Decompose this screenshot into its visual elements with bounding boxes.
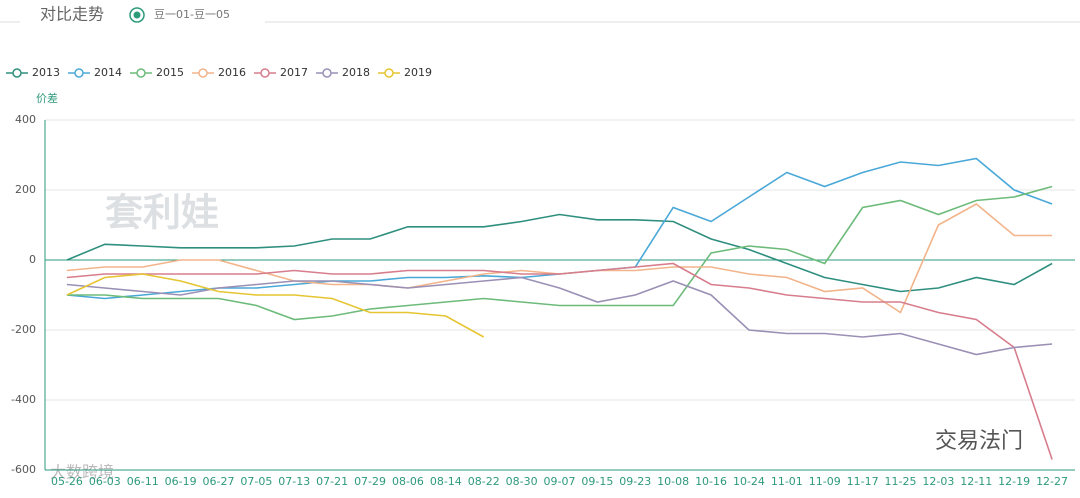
legend-icon [384, 68, 394, 78]
x-tick-label: 11-17 [847, 475, 879, 488]
legend-icon [12, 68, 22, 78]
y-tick-label: 0 [29, 253, 36, 266]
x-tick-label: 11-09 [809, 475, 841, 488]
x-tick-label: 10-24 [733, 475, 765, 488]
x-tick-label: 07-21 [316, 475, 348, 488]
x-tick-label: 08-14 [430, 475, 462, 488]
series-line [66, 185, 1053, 321]
x-tick-label: 08-22 [468, 475, 500, 488]
legend-label[interactable]: 2018 [342, 66, 370, 79]
legend-label[interactable]: 2013 [32, 66, 60, 79]
x-tick-label: 09-07 [544, 475, 576, 488]
series-line [66, 213, 1053, 293]
series-line [66, 273, 485, 338]
watermark: 大数跨境 [50, 463, 114, 482]
y-tick-label: -400 [11, 393, 36, 406]
legend-icon [260, 68, 270, 78]
x-tick-label: 06-11 [127, 475, 159, 488]
y-tick-label: -200 [11, 323, 36, 336]
x-tick-label: 06-03 [89, 475, 121, 488]
x-tick-label: 08-06 [392, 475, 424, 488]
y-tick-label: -600 [11, 463, 36, 476]
watermark: 套利娃 [105, 191, 219, 235]
x-tick-label: 06-19 [165, 475, 197, 488]
y-tick-label: 400 [15, 113, 36, 126]
series-line [66, 262, 1053, 460]
legend-icon [136, 68, 146, 78]
x-tick-label: 11-01 [771, 475, 803, 488]
radio-label[interactable]: 豆一01-豆一05 [154, 8, 230, 21]
legend-icon [74, 68, 84, 78]
x-tick-label: 12-27 [1036, 475, 1068, 488]
x-tick-label: 05-26 [51, 475, 83, 488]
x-tick-label: 07-29 [354, 475, 386, 488]
legend-label[interactable]: 2016 [218, 66, 246, 79]
legend-label[interactable]: 2017 [280, 66, 308, 79]
legend-icon [198, 68, 208, 78]
x-tick-label: 09-15 [581, 475, 613, 488]
series-line [66, 276, 1053, 356]
radio-dot [133, 11, 141, 19]
watermark: 交易法门 [935, 429, 1023, 454]
legend-label[interactable]: 2015 [156, 66, 184, 79]
legend-label[interactable]: 2019 [404, 66, 432, 79]
x-tick-label: 12-03 [922, 475, 954, 488]
y-tick-label: 200 [15, 183, 36, 196]
x-tick-label: 12-11 [960, 475, 992, 488]
y-axis-label: 价差 [36, 91, 58, 105]
legend-icon [322, 68, 332, 78]
legend-label[interactable]: 2014 [94, 66, 122, 79]
x-tick-label: 10-08 [657, 475, 689, 488]
page-title: 对比走势 [40, 5, 104, 24]
x-tick-label: 11-25 [885, 475, 917, 488]
radio[interactable] [129, 7, 145, 23]
x-tick-label: 09-23 [619, 475, 651, 488]
x-tick-label: 07-05 [240, 475, 272, 488]
x-tick-label: 10-16 [695, 475, 727, 488]
x-tick-label: 12-19 [998, 475, 1030, 488]
x-tick-label: 07-13 [278, 475, 310, 488]
x-tick-label: 08-30 [506, 475, 538, 488]
x-tick-label: 06-27 [203, 475, 235, 488]
